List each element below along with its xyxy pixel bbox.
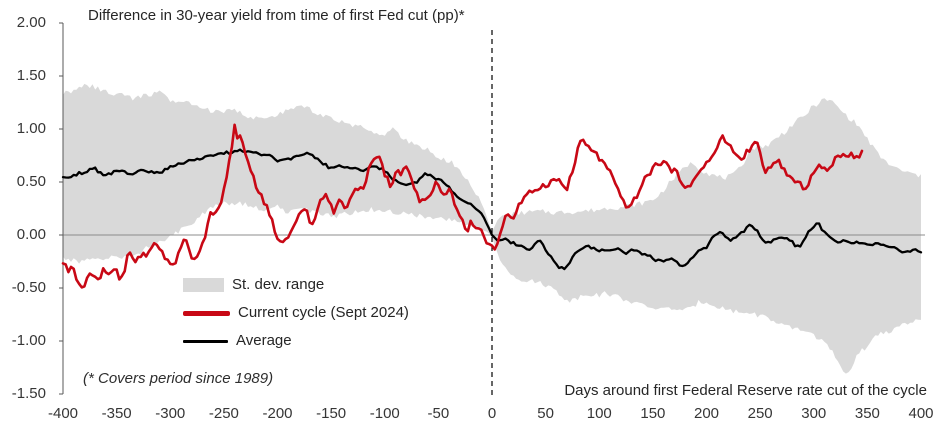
x-tick-label: 250: [747, 405, 773, 422]
x-tick-label: 50: [537, 405, 554, 422]
y-tick-label: 1.50: [16, 67, 46, 84]
legend-item-current-cycle: Current cycle (Sept 2024): [183, 303, 409, 323]
footnote: (* Covers period since 1989): [83, 370, 274, 387]
x-tick-label: 0: [487, 405, 497, 422]
x-tick-label: 200: [693, 405, 720, 422]
current-cycle-line-swatch-icon: [183, 310, 230, 316]
x-tick-label: -300: [155, 405, 186, 422]
legend: St. dev. range Current cycle (Sept 2024)…: [183, 275, 409, 359]
x-tick-label: -50: [427, 405, 450, 422]
y-tick-label: 0.00: [16, 226, 46, 243]
y-tick-label: 2.00: [16, 14, 46, 31]
legend-label-average: Average: [236, 332, 292, 349]
average-line: [61, 148, 923, 271]
legend-item-average: Average: [183, 331, 409, 351]
x-tick-label: 150: [640, 405, 666, 422]
x-tick-label: 100: [586, 405, 612, 422]
x-tick-label: 400: [908, 405, 934, 422]
x-tick-label: -250: [208, 405, 239, 422]
y-tick-label: -1.50: [11, 385, 46, 402]
chart-title: Difference in 30-year yield from time of…: [88, 7, 465, 24]
x-tick-label: -150: [316, 405, 347, 422]
x-tick-label: 300: [801, 405, 827, 422]
x-axis-label: Days around first Federal Reserve rate c…: [564, 382, 927, 399]
y-tick-label: 0.50: [16, 173, 46, 190]
y-tick-label: -0.50: [11, 279, 46, 296]
x-tick-label: -400: [47, 405, 79, 422]
stdev-band-area: [63, 83, 921, 374]
y-tick-label: 1.00: [16, 120, 46, 137]
current-cycle-line: [61, 123, 864, 289]
x-tick-label: -350: [101, 405, 132, 422]
stdev-band-swatch-icon: [183, 278, 224, 292]
legend-label-stdev-range: St. dev. range: [232, 276, 325, 293]
x-tick-label: 350: [854, 405, 880, 422]
average-line-swatch-icon: [183, 339, 228, 343]
x-tick-label: -200: [262, 405, 293, 422]
x-tick-label: -100: [369, 405, 400, 422]
legend-item-stdev-range: St. dev. range: [183, 275, 409, 295]
legend-label-current-cycle: Current cycle (Sept 2024): [238, 304, 409, 321]
y-tick-label: -1.00: [11, 332, 46, 349]
